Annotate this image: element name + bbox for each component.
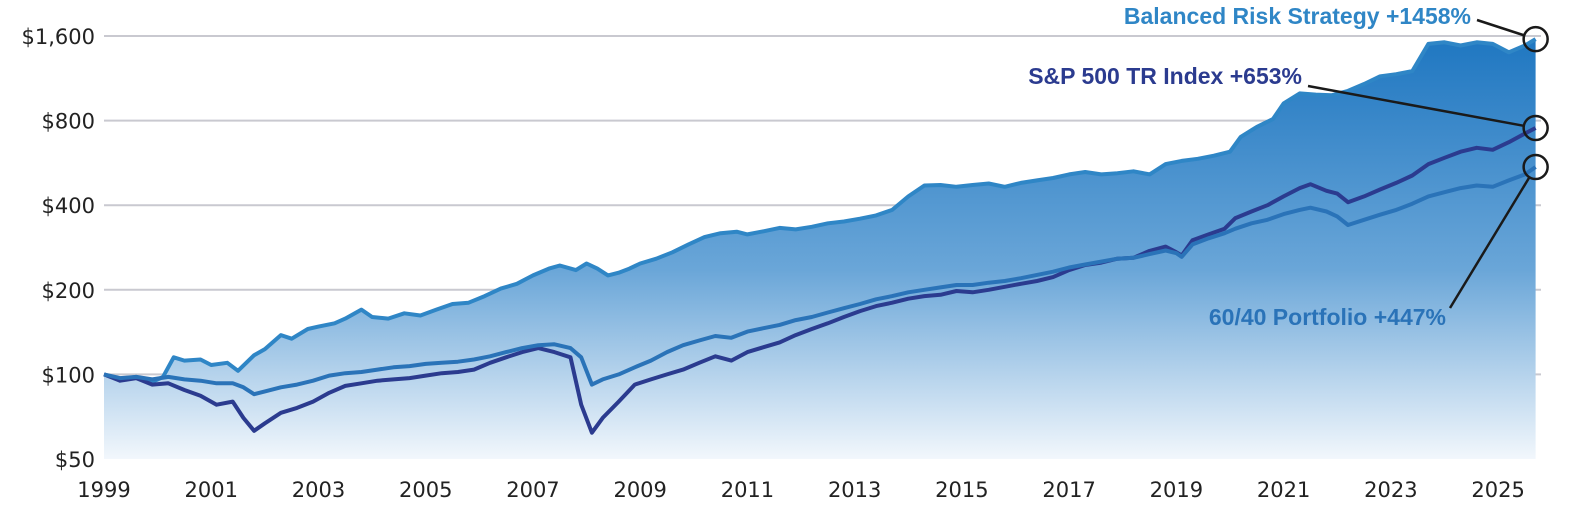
y-tick-label: $400 xyxy=(42,194,95,218)
leader-line xyxy=(1476,18,1525,37)
sixty-forty-line xyxy=(103,165,1537,397)
line-layer xyxy=(103,37,1537,435)
x-tick-label: 2021 xyxy=(1257,478,1310,502)
leader-line xyxy=(1307,84,1525,128)
area-layer xyxy=(104,39,1536,459)
balanced-risk-area xyxy=(104,39,1536,459)
x-tick-label: 2013 xyxy=(828,478,881,502)
balanced-risk-label: Balanced Risk Strategy +1458% xyxy=(1124,3,1471,29)
end-marker xyxy=(1522,153,1549,181)
x-tick-label: 2011 xyxy=(721,478,774,502)
leader-line xyxy=(1448,176,1531,309)
y-tick-label: $100 xyxy=(42,363,95,387)
balanced-risk-line xyxy=(103,37,1537,384)
x-tick-label: 2001 xyxy=(185,478,238,502)
end-marker xyxy=(1522,114,1549,142)
y-tick-label: $50 xyxy=(55,448,95,472)
x-tick-label: 2017 xyxy=(1042,478,1095,502)
x-tick-label: 2003 xyxy=(292,478,345,502)
x-tick-label: 2025 xyxy=(1471,478,1524,502)
x-tick-label: 1999 xyxy=(77,478,130,502)
y-tick-label: $800 xyxy=(42,110,95,134)
y-tick-label: $200 xyxy=(42,279,95,303)
x-tick-label: 2015 xyxy=(935,478,988,502)
y-tick-label: $1,600 xyxy=(22,25,95,49)
x-tick-label: 2023 xyxy=(1364,478,1417,502)
end-marker xyxy=(1522,25,1549,53)
sixty-forty-label: 60/40 Portfolio +447% xyxy=(1209,304,1446,330)
series-labels: Balanced Risk Strategy +1458% S&P 500 TR … xyxy=(1028,3,1549,330)
x-tick-label: 2007 xyxy=(506,478,559,502)
axis-labels: $1,600 $800 $400 $200 $100 $50 1999 2001 2003 200… xyxy=(22,25,1525,502)
x-tick-label: 2009 xyxy=(613,478,666,502)
x-tick-label: 2005 xyxy=(399,478,452,502)
x-tick-label: 2019 xyxy=(1150,478,1203,502)
sp500-line xyxy=(103,126,1537,435)
sp500-label: S&P 500 TR Index +653% xyxy=(1028,63,1302,89)
